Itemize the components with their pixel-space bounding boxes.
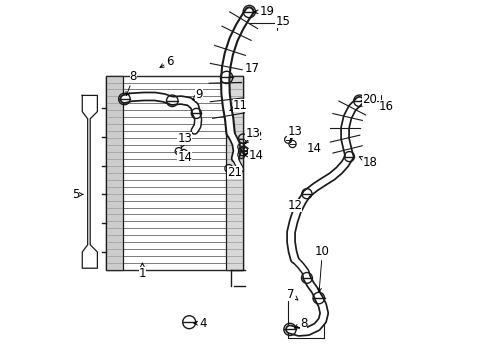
Text: 17: 17 (245, 62, 260, 75)
Text: 13: 13 (287, 125, 302, 140)
Text: 13: 13 (245, 127, 260, 144)
Text: 10: 10 (315, 245, 330, 292)
Text: 9: 9 (193, 88, 203, 101)
Text: 1: 1 (139, 263, 146, 280)
Text: 21: 21 (227, 166, 243, 179)
Text: 14: 14 (177, 151, 193, 164)
Text: 8: 8 (126, 70, 137, 95)
Bar (226, 76, 243, 270)
Text: 14: 14 (244, 149, 263, 162)
Text: 2: 2 (249, 130, 261, 143)
Text: 19: 19 (254, 5, 275, 18)
Bar (106, 76, 243, 270)
Text: 11: 11 (230, 99, 248, 112)
Text: 4: 4 (194, 317, 207, 330)
Text: 18: 18 (359, 156, 378, 168)
Text: 12: 12 (287, 199, 302, 212)
Text: 13: 13 (177, 132, 192, 148)
Text: 14: 14 (307, 142, 321, 155)
Text: 8: 8 (294, 317, 307, 330)
Text: 6: 6 (160, 55, 174, 68)
Text: 16: 16 (379, 100, 394, 113)
Text: 3: 3 (249, 148, 261, 161)
Text: 15: 15 (275, 15, 290, 28)
Text: 20: 20 (361, 93, 377, 106)
Text: 7: 7 (287, 288, 298, 301)
Bar (106, 76, 122, 270)
Text: 5: 5 (72, 188, 83, 201)
